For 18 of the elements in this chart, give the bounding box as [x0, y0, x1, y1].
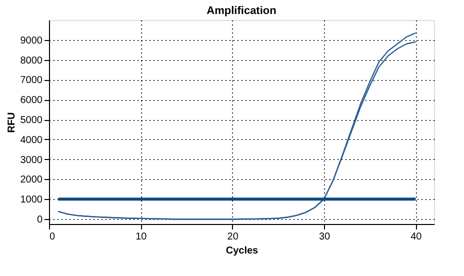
y-tick-label: 5000	[20, 115, 43, 126]
y-tick-label: 9000	[20, 35, 43, 46]
y-tick-label: 1000	[20, 194, 43, 206]
y-tick-label: 4000	[20, 134, 43, 146]
y-axis-title: RFU	[6, 112, 18, 133]
x-tick-label: 10	[136, 232, 148, 242]
y-tick-label: 8000	[20, 55, 43, 66]
y-tick-label: 2000	[20, 174, 43, 186]
x-axis-title: Cycles	[226, 246, 259, 256]
y-tick-label: 6000	[20, 95, 43, 106]
y-tick-label: 0	[36, 214, 43, 226]
y-tick-label: 7000	[20, 75, 43, 86]
chart-title: Amplification	[206, 5, 277, 17]
x-tick-label: 40	[410, 232, 422, 242]
x-tick-label: 20	[227, 232, 239, 242]
x-tick-label: 30	[318, 232, 330, 242]
y-tick-label: 3000	[20, 154, 43, 166]
x-tick-label: 0	[50, 232, 56, 242]
